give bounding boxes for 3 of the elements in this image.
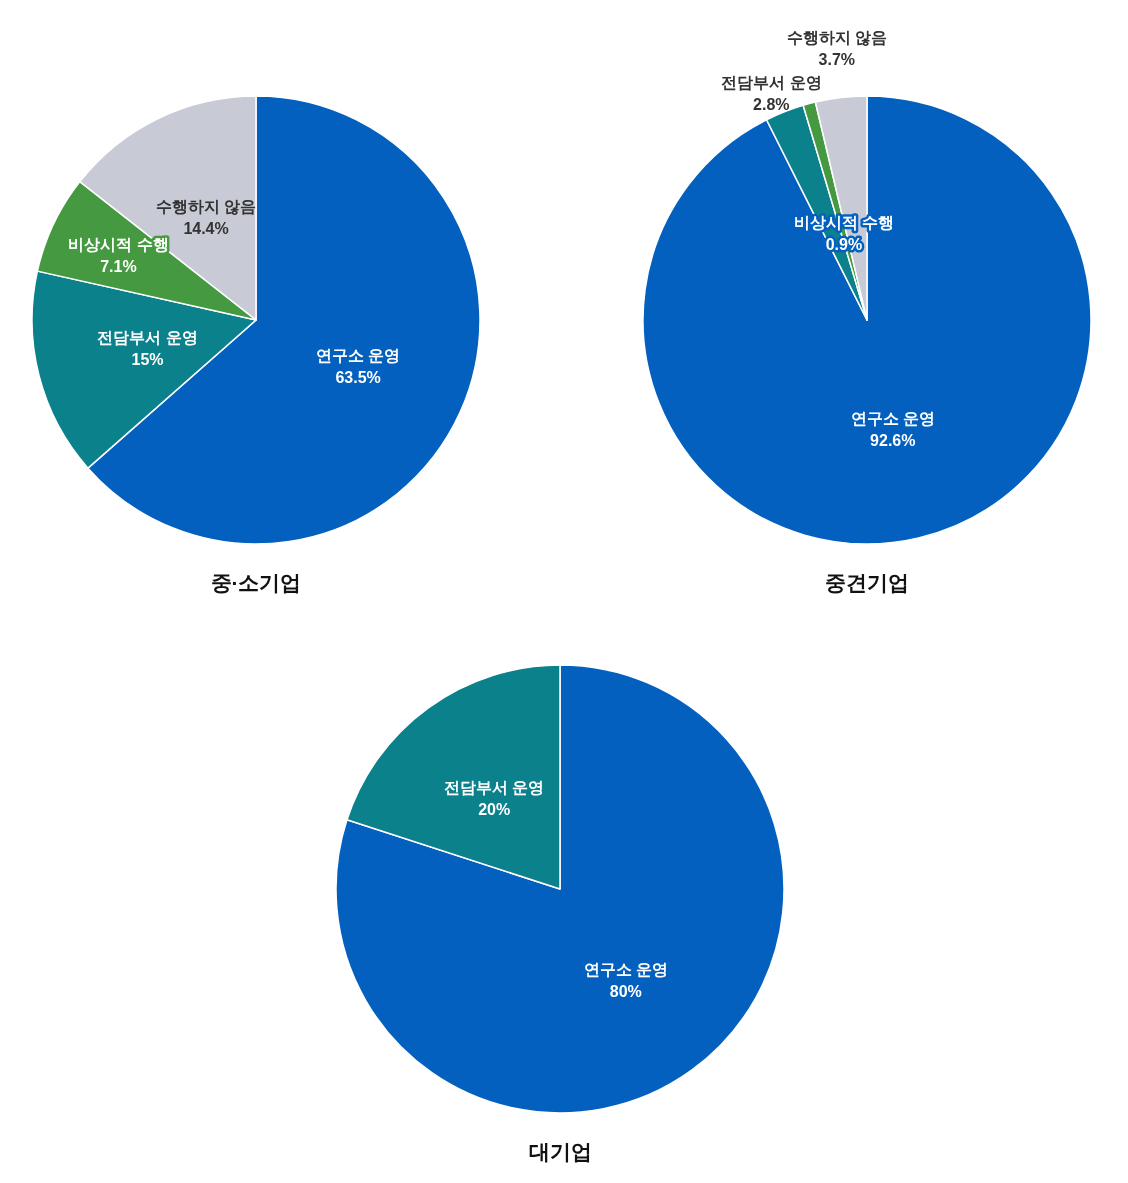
title: 중견기업 xyxy=(825,571,909,594)
title: 중·소기업 xyxy=(210,571,302,594)
title: 대기업 xyxy=(528,1140,592,1163)
